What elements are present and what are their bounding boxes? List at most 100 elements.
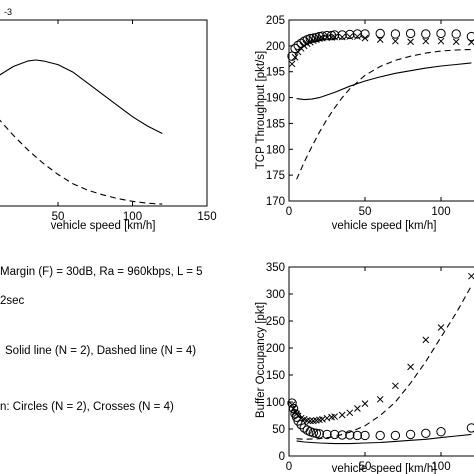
dashed-line bbox=[0, 119, 163, 205]
axes-frame-top-right bbox=[288, 19, 474, 202]
cross-marker bbox=[361, 34, 369, 42]
cross-marker bbox=[331, 413, 338, 420]
panel-top-left: -3 50 100 150 vehicle speed [km/h] bbox=[0, 7, 217, 232]
circle-marker bbox=[405, 28, 416, 39]
circle-marker bbox=[290, 43, 300, 54]
y-tick-label: 200 bbox=[266, 41, 285, 53]
x-axis-label-top-left: vehicle speed [km/h] bbox=[51, 220, 156, 232]
cross-marker bbox=[346, 409, 354, 417]
circle-marker bbox=[421, 29, 431, 39]
cross-marker bbox=[437, 37, 445, 45]
circle-marker bbox=[421, 428, 431, 439]
circle-marker bbox=[405, 429, 416, 440]
y-tick-label: 170 bbox=[266, 196, 285, 208]
axes-frame-top-left bbox=[0, 19, 208, 207]
cross-marker bbox=[300, 42, 308, 50]
circle-marker bbox=[317, 31, 328, 41]
y-tick-label: 200 bbox=[266, 343, 285, 355]
y-tick-label: 50 bbox=[272, 424, 285, 436]
cross-marker bbox=[288, 401, 296, 409]
circle-marker bbox=[375, 430, 385, 441]
x-tick-label: 0 bbox=[286, 206, 292, 218]
y-tick-label: 185 bbox=[266, 118, 285, 130]
circle-marker bbox=[390, 29, 401, 39]
y-tick-label: 205 bbox=[266, 15, 285, 27]
legend-text-line-2: 2sec bbox=[0, 295, 25, 307]
x-axis-label-bottom-right: vehicle speed [km/h] bbox=[332, 463, 437, 474]
circle-marker bbox=[329, 429, 340, 440]
y-tick-label: 195 bbox=[266, 67, 285, 79]
cross-marker bbox=[331, 33, 338, 41]
circle-marker bbox=[337, 30, 347, 40]
cross-marker bbox=[338, 411, 346, 419]
solid-line bbox=[0, 59, 163, 134]
y-tick-label: 350 bbox=[266, 262, 285, 274]
circle-marker bbox=[375, 28, 385, 39]
y-tick-label: 250 bbox=[266, 316, 285, 328]
cross-marker bbox=[437, 324, 445, 331]
cross-marker bbox=[392, 382, 399, 390]
y-axis-label-bottom-right: Buffer Occupancy [pkt] bbox=[255, 302, 267, 418]
x-axis-label-top-right: vehicle speed [km/h] bbox=[332, 220, 437, 232]
y-tick-label: 180 bbox=[266, 144, 285, 156]
circle-marker bbox=[314, 429, 325, 439]
x-tick-label: 100 bbox=[431, 206, 450, 218]
cross-marker bbox=[407, 363, 414, 371]
circle-marker bbox=[352, 29, 363, 39]
circle-marker bbox=[466, 423, 474, 433]
cross-marker bbox=[407, 38, 414, 46]
circle-marker bbox=[308, 428, 319, 438]
panel-bottom-right: 0 50 100 0 50 100 150 200 250 300 350 vehicle spee… bbox=[255, 262, 474, 474]
circle-marker bbox=[466, 31, 474, 42]
cross-marker bbox=[346, 33, 354, 40]
circle-marker bbox=[322, 30, 332, 41]
circle-marker bbox=[436, 427, 446, 437]
cross-marker bbox=[290, 405, 297, 412]
circle-marker bbox=[345, 29, 355, 40]
y-axis-label-top-right: TCP Throughput [pkt/s] bbox=[255, 51, 267, 169]
legend-text-line-3: Solid line (N = 2), Dashed line (N = 4) bbox=[5, 345, 197, 357]
y-tick-label: 100 bbox=[266, 397, 285, 409]
cross-marker bbox=[306, 417, 314, 425]
circle-marker bbox=[390, 430, 401, 441]
cross-marker bbox=[338, 33, 346, 41]
x-tick-label: 0 bbox=[286, 461, 292, 473]
y-tick-label: 300 bbox=[266, 289, 285, 301]
x-tick-label: 100 bbox=[123, 211, 142, 223]
cross-marker bbox=[468, 272, 474, 280]
dashed-line bbox=[296, 48, 472, 180]
circle-marker bbox=[311, 428, 322, 439]
legend-text-line-1: Margin (F) = 30dB, Ra = 960kbps, L = 5 bbox=[0, 266, 203, 278]
circle-marker bbox=[345, 430, 355, 440]
cross-marker bbox=[468, 38, 474, 46]
x-tick-label: 50 bbox=[359, 461, 372, 473]
cross-marker bbox=[361, 400, 369, 407]
cross-marker bbox=[354, 33, 361, 40]
circle-marker bbox=[436, 28, 446, 39]
cross-marker bbox=[376, 395, 384, 403]
cross-marker bbox=[294, 412, 302, 420]
solid-line bbox=[296, 433, 472, 445]
x-tick-label: 50 bbox=[359, 206, 372, 218]
circle-marker bbox=[322, 429, 332, 440]
cross-marker bbox=[288, 60, 296, 68]
legend-text-line-4: n: Circles (N = 2), Crosses (N = 4) bbox=[0, 401, 174, 413]
cross-marker bbox=[291, 53, 299, 61]
cross-marker bbox=[422, 37, 430, 45]
circle-marker bbox=[451, 29, 461, 39]
x-tick-label: 50 bbox=[52, 211, 65, 223]
cross-marker bbox=[376, 36, 384, 44]
axes-frame-bottom-right bbox=[288, 266, 474, 457]
circle-marker bbox=[296, 419, 306, 430]
circle-marker bbox=[329, 30, 340, 40]
y-tick-label: 0 bbox=[279, 451, 285, 463]
cross-marker bbox=[354, 405, 361, 412]
exponent-label: -3 bbox=[4, 7, 12, 17]
panel-top-right: 0 50 100 170 175 180 185 190 195 200 205 vehicle s… bbox=[255, 15, 474, 232]
y-tick-label: 150 bbox=[266, 370, 285, 382]
x-tick-label: 100 bbox=[431, 461, 450, 473]
dashed-line bbox=[296, 285, 472, 440]
circle-marker bbox=[352, 430, 363, 441]
x-tick-label: 150 bbox=[197, 211, 216, 223]
